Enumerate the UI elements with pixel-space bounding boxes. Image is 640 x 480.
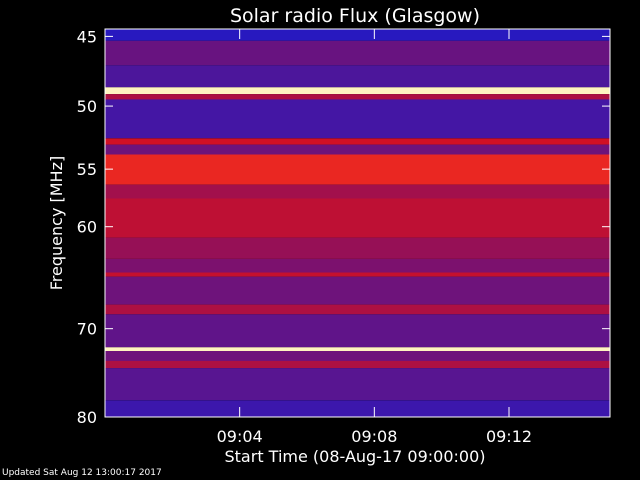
band-7 bbox=[105, 144, 610, 155]
band-9 bbox=[105, 184, 610, 199]
band-2 bbox=[105, 65, 610, 88]
y-tick-label: 50 bbox=[77, 97, 97, 116]
band-16 bbox=[105, 314, 610, 348]
band-1 bbox=[105, 40, 610, 66]
x-tick-label: 09:04 bbox=[217, 427, 263, 446]
chart-title: Solar radio Flux (Glasgow) bbox=[230, 5, 480, 27]
band-4 bbox=[105, 94, 610, 100]
y-tick-label: 55 bbox=[77, 160, 97, 179]
updated-timestamp: Updated Sat Aug 12 13:00:17 2017 bbox=[2, 468, 162, 478]
band-17 bbox=[105, 347, 610, 351]
band-12 bbox=[105, 259, 610, 273]
band-0 bbox=[105, 29, 610, 41]
y-tick-label: 45 bbox=[77, 27, 97, 46]
plot-area bbox=[105, 29, 610, 417]
band-3 bbox=[105, 87, 610, 95]
x-tick-label: 09:12 bbox=[486, 427, 532, 446]
band-8 bbox=[105, 154, 610, 185]
band-19 bbox=[105, 360, 610, 369]
band-21 bbox=[105, 400, 610, 417]
band-18 bbox=[105, 351, 610, 361]
y-axis-label: Frequency [MHz] bbox=[47, 156, 66, 290]
x-tick-label: 09:08 bbox=[351, 427, 397, 446]
band-5 bbox=[105, 99, 610, 139]
band-14 bbox=[105, 276, 610, 305]
band-13 bbox=[105, 272, 610, 277]
x-axis-label: Start Time (08-Aug-17 09:00:00) bbox=[225, 447, 486, 466]
plot-frame bbox=[104, 28, 611, 418]
band-11 bbox=[105, 237, 610, 259]
band-15 bbox=[105, 304, 610, 315]
y-tick-label: 80 bbox=[77, 408, 97, 427]
x-axis: 09:04 09:08 09:12 bbox=[217, 29, 532, 446]
band-6 bbox=[105, 138, 610, 145]
band-20 bbox=[105, 368, 610, 401]
y-axis: 45 50 55 60 70 80 bbox=[77, 27, 610, 427]
band-10 bbox=[105, 198, 610, 238]
y-tick-label: 70 bbox=[77, 320, 97, 339]
y-tick-label: 60 bbox=[77, 218, 97, 237]
